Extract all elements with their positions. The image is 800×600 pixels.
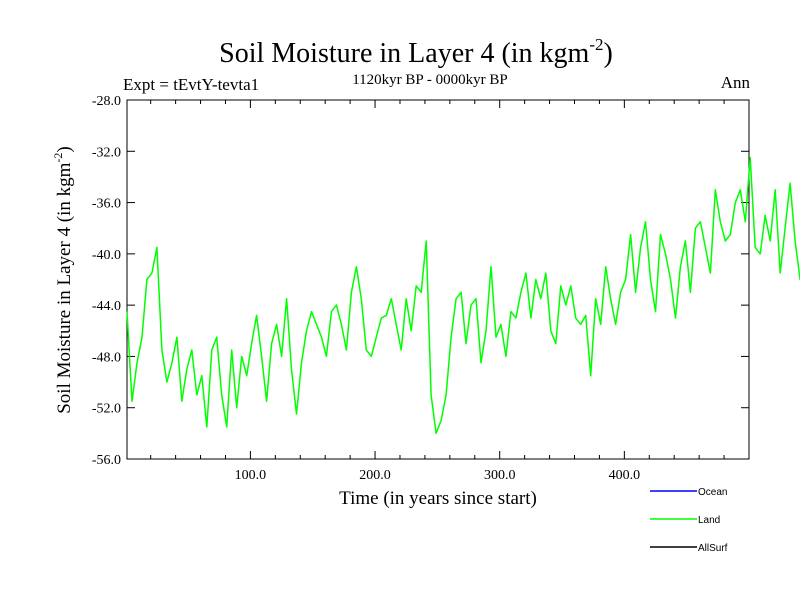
legend-label-ocean: Ocean <box>698 487 727 498</box>
legend: Ocean Land AllSurf <box>650 487 728 554</box>
y-axis-label-superscript: -2 <box>51 153 65 163</box>
x-axis-label: Time (in years since start) <box>339 488 537 509</box>
x-axis: 100.0 200.0 300.0 400.0 <box>150 100 725 483</box>
x-tick-label: 400.0 <box>609 468 641 483</box>
chart-title: Soil Moisture in Layer 4 (in kgm-2) <box>219 35 613 69</box>
y-tick-label: -28.0 <box>92 94 121 109</box>
legend-label-allsurf: AllSurf <box>698 543 728 554</box>
y-axis: -28.0 -32.0 -36.0 -40.0 -44.0 -48.0 -52.0 -56.0 <box>92 94 749 468</box>
y-tick-label: -36.0 <box>92 197 121 212</box>
y-axis-label: Soil Moisture in Layer 4 (in kgm-2) <box>51 146 75 414</box>
y-tick-label: -40.0 <box>92 248 121 263</box>
season-label: Ann <box>721 73 751 92</box>
y-tick-label: -44.0 <box>92 299 121 314</box>
series-line-land <box>126 156 800 435</box>
x-tick-label: 100.0 <box>235 468 267 483</box>
y-axis-label-close: ) <box>54 146 75 152</box>
x-tick-label: 200.0 <box>359 468 391 483</box>
plot-frame <box>126 99 750 460</box>
y-tick-label: -48.0 <box>92 350 121 365</box>
y-tick-label: -32.0 <box>92 145 121 160</box>
chart-title-close: ) <box>604 38 613 69</box>
y-tick-label: -52.0 <box>92 402 121 417</box>
chart-title-superscript: -2 <box>589 35 603 54</box>
period-subtitle: 1120kyr BP - 0000kyr BP <box>352 72 508 88</box>
x-tick-label: 300.0 <box>484 468 516 483</box>
experiment-label: Expt = tEvtY-tevta1 <box>123 75 259 94</box>
y-tick-label: -56.0 <box>92 453 121 468</box>
legend-label-land: Land <box>698 515 720 526</box>
